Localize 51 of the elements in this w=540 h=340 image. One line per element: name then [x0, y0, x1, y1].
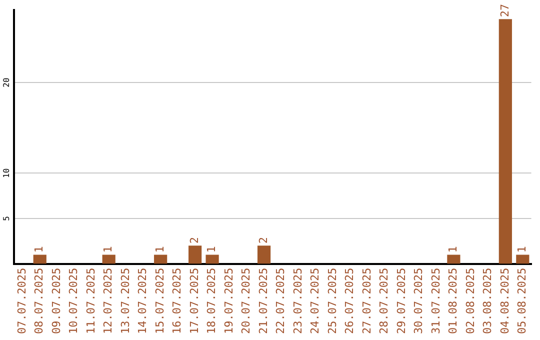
- bar: [188, 246, 202, 264]
- x-tick-label: 21.07.2025: [256, 268, 270, 334]
- data-label: 1: [446, 246, 460, 253]
- y-tick-label: 5: [2, 216, 12, 221]
- x-tick-label: 26.07.2025: [343, 268, 356, 334]
- x-tick-label: 04.08.2025: [498, 268, 512, 334]
- x-tick-label: 24.07.2025: [308, 268, 322, 334]
- x-tick-label: 19.07.2025: [222, 268, 236, 334]
- x-tick-label: 09.07.2025: [50, 268, 63, 334]
- y-tick-label: 10: [2, 168, 12, 178]
- x-tick-label: 22.07.2025: [274, 268, 288, 334]
- bar: [516, 254, 530, 264]
- x-tick-label: 17.07.2025: [188, 268, 201, 334]
- x-tick-label: 12.07.2025: [102, 268, 115, 334]
- x-tick-label: 20.07.2025: [240, 268, 253, 334]
- x-tick-label: 15.07.2025: [153, 268, 166, 334]
- data-label: 1: [205, 246, 218, 253]
- bar: [206, 254, 219, 264]
- x-tick-label: 16.07.2025: [170, 268, 184, 334]
- x-tick-label: 29.07.2025: [394, 268, 408, 334]
- x-tick-label: 23.07.2025: [291, 268, 304, 334]
- x-tick-label: 18.07.2025: [205, 268, 218, 334]
- bar: [33, 254, 46, 264]
- x-tick-label: 03.08.2025: [481, 268, 494, 334]
- bar: [447, 254, 460, 264]
- bar: [498, 19, 512, 264]
- x-tick-label: 13.07.2025: [118, 268, 132, 334]
- data-label: 1: [153, 246, 166, 253]
- x-tick-label: 28.07.2025: [378, 268, 391, 334]
- x-tick-label: 01.08.2025: [446, 268, 460, 334]
- x-tick-label: 14.07.2025: [136, 268, 150, 334]
- x-tick-label: 07.07.2025: [15, 268, 28, 334]
- x-tick-label: 27.07.2025: [360, 268, 374, 334]
- x-tick-label: 10.07.2025: [67, 268, 80, 334]
- bar: [154, 254, 168, 264]
- x-tick-label: 25.07.2025: [326, 268, 339, 334]
- x-tick-label: 05.08.2025: [516, 268, 529, 334]
- x-tick-label: 31.07.2025: [429, 268, 442, 334]
- data-label: 1: [102, 246, 115, 253]
- data-label: 2: [256, 237, 270, 244]
- y-tick-label: 20: [2, 78, 12, 88]
- data-label: 2: [188, 237, 201, 244]
- data-label: 1: [516, 246, 529, 253]
- bar: [102, 254, 116, 264]
- x-tick-label: 11.07.2025: [84, 268, 98, 334]
- x-tick-label: 02.08.2025: [464, 268, 477, 334]
- bar: [257, 246, 271, 264]
- data-label: 27: [498, 4, 512, 18]
- x-tick-label: 08.07.2025: [32, 268, 46, 334]
- x-tick-label: 30.07.2025: [412, 268, 426, 334]
- data-label: 1: [32, 246, 46, 253]
